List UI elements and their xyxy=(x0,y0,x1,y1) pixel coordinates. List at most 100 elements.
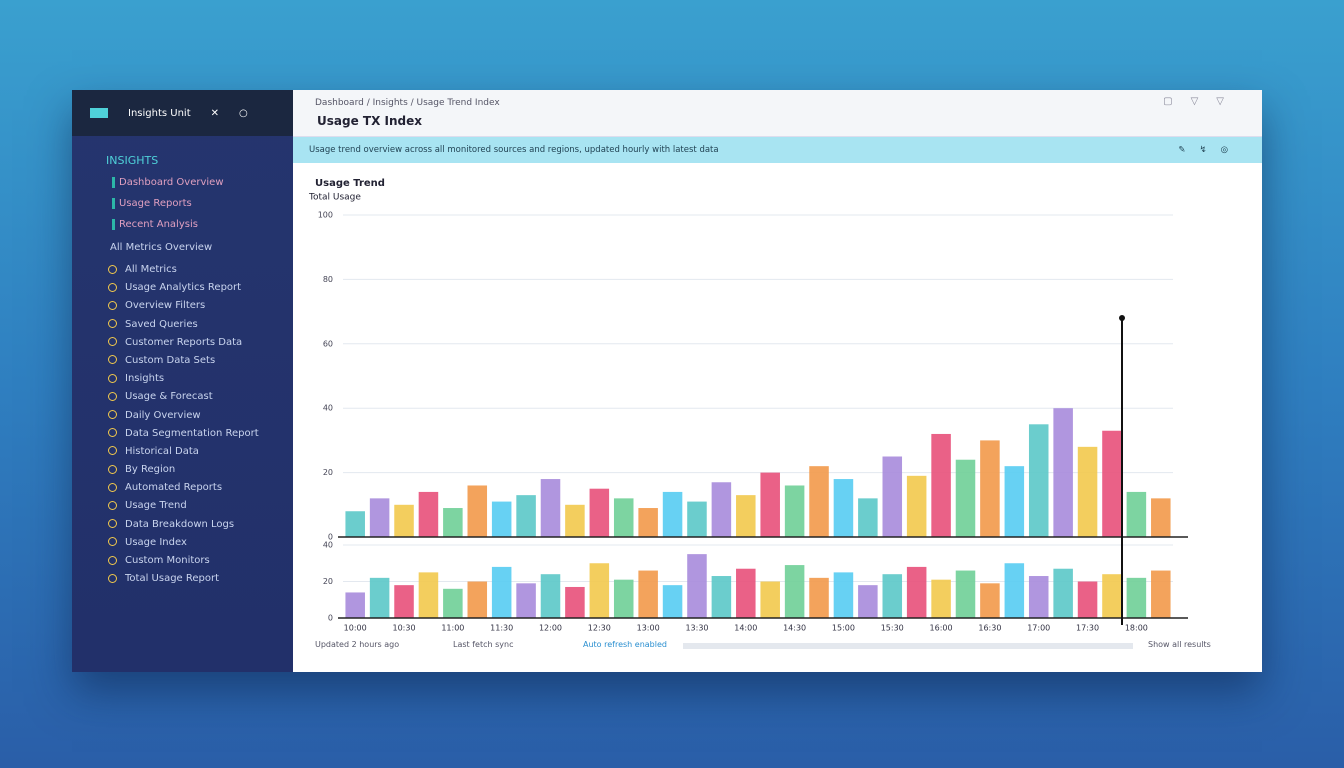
bar xyxy=(784,565,805,618)
bar xyxy=(906,566,927,618)
y-tick-label: 20 xyxy=(323,468,333,477)
bar xyxy=(736,495,756,537)
bar xyxy=(784,485,805,537)
sidebar-link[interactable]: Dashboard Overview xyxy=(112,177,293,188)
nav-item[interactable]: Automated Reports xyxy=(108,479,293,497)
bar xyxy=(491,566,512,618)
bar xyxy=(687,554,707,618)
sidebar-link[interactable]: Usage Reports xyxy=(112,198,293,209)
bar xyxy=(833,479,854,537)
nav-item[interactable]: Insights xyxy=(108,370,293,388)
bar xyxy=(858,585,878,618)
nav-item[interactable]: By Region xyxy=(108,461,293,479)
x-tick-label: 14:30 xyxy=(783,624,806,633)
search-button[interactable]: ○ xyxy=(239,107,248,119)
bar xyxy=(687,501,707,537)
bar xyxy=(540,479,561,537)
bar xyxy=(345,511,365,537)
bar xyxy=(955,570,976,618)
y-tick-label: 100 xyxy=(318,211,333,220)
bar xyxy=(1077,581,1098,618)
nav-item[interactable]: Data Segmentation Report xyxy=(108,425,293,443)
sidebar-link[interactable]: Recent Analysis xyxy=(112,219,293,230)
bar xyxy=(516,583,536,618)
x-tick-label: 18:00 xyxy=(1125,624,1148,633)
bar xyxy=(1077,446,1098,537)
x-tick-label: 11:30 xyxy=(490,624,513,633)
bar xyxy=(882,456,903,537)
y-tick-label: 60 xyxy=(323,339,333,348)
nav-item[interactable]: Customer Reports Data xyxy=(108,334,293,352)
cursor-dot xyxy=(1119,315,1125,321)
bar xyxy=(369,577,390,618)
x-tick-label: 15:00 xyxy=(832,624,855,633)
nav-item[interactable]: Custom Data Sets xyxy=(108,352,293,370)
bar xyxy=(1004,466,1025,537)
bar xyxy=(1053,568,1073,618)
breadcrumb: Dashboard / Insights / Usage Trend Index xyxy=(315,98,500,108)
y-tick-label: 20 xyxy=(323,577,333,586)
y-tick-label: 80 xyxy=(323,275,333,284)
y-tick-label: 40 xyxy=(323,541,333,550)
bar xyxy=(858,498,878,537)
nav-item[interactable]: Total Usage Report xyxy=(108,570,293,588)
nav-item[interactable]: Data Breakdown Logs xyxy=(108,516,293,534)
bar xyxy=(980,440,1000,537)
bar xyxy=(443,508,463,537)
bar xyxy=(980,583,1000,618)
nav-item[interactable]: Usage Trend xyxy=(108,497,293,515)
sidebar: Insights Unit ✕ ○ INSIGHTS Dashboard Ove… xyxy=(72,90,293,672)
progress-track xyxy=(683,643,1133,649)
bar xyxy=(1126,577,1147,618)
y-tick-label: 40 xyxy=(323,404,333,413)
bar xyxy=(1102,430,1122,537)
window-controls[interactable]: ▢▽▽ xyxy=(1163,96,1242,107)
nav-item[interactable]: All Metrics xyxy=(108,261,293,279)
nav-item[interactable]: Overview Filters xyxy=(108,297,293,315)
x-tick-label: 12:30 xyxy=(588,624,611,633)
nav-list: All Metrics Usage Analytics Report Overvie… xyxy=(108,261,293,588)
bar xyxy=(369,498,390,537)
nav-item[interactable]: Usage Index xyxy=(108,534,293,552)
bar xyxy=(736,568,756,618)
nav-item[interactable]: Historical Data xyxy=(108,443,293,461)
nav-item[interactable]: Daily Overview xyxy=(108,407,293,425)
bar xyxy=(1151,498,1171,537)
nav-item[interactable]: Saved Queries xyxy=(108,316,293,334)
page-heading: Usage TX Index xyxy=(317,114,422,128)
footer-status: Auto refresh enabled xyxy=(583,640,667,649)
close-button[interactable]: ✕ xyxy=(210,107,220,119)
bar xyxy=(589,488,610,537)
bar xyxy=(931,433,951,537)
main-panel: Dashboard / Insights / Usage Trend Index… xyxy=(293,90,1262,672)
nav-item[interactable]: Usage & Forecast xyxy=(108,388,293,406)
section-title: INSIGHTS xyxy=(106,154,159,167)
bar xyxy=(906,475,927,537)
bar xyxy=(638,570,658,618)
banner-icons[interactable]: ✎↯◎ xyxy=(1178,145,1242,155)
bar xyxy=(613,498,634,537)
y-tick-label: 0 xyxy=(328,533,333,542)
header: Dashboard / Insights / Usage Trend Index… xyxy=(293,90,1262,137)
banner-text: Usage trend overview across all monitore… xyxy=(309,145,719,155)
bar xyxy=(662,585,683,618)
nav-item[interactable]: Usage Analytics Report xyxy=(108,279,293,297)
x-tick-label: 17:00 xyxy=(1027,624,1050,633)
x-tick-label: 13:30 xyxy=(685,624,708,633)
app-window: Insights Unit ✕ ○ INSIGHTS Dashboard Ove… xyxy=(72,90,1262,672)
bar xyxy=(565,504,585,537)
bar xyxy=(711,576,732,618)
bar xyxy=(516,495,536,537)
nav-item[interactable]: Custom Monitors xyxy=(108,552,293,570)
bar xyxy=(467,485,488,537)
bar xyxy=(638,508,658,537)
x-tick-label: 14:00 xyxy=(734,624,757,633)
bar xyxy=(613,579,634,618)
footer-right[interactable]: Show all results xyxy=(1148,640,1211,649)
footer-middle: Last fetch sync xyxy=(453,640,514,649)
sidebar-header: Insights Unit ✕ ○ xyxy=(72,90,293,136)
bar xyxy=(418,572,439,618)
bar xyxy=(760,581,780,618)
bar xyxy=(1126,491,1147,537)
